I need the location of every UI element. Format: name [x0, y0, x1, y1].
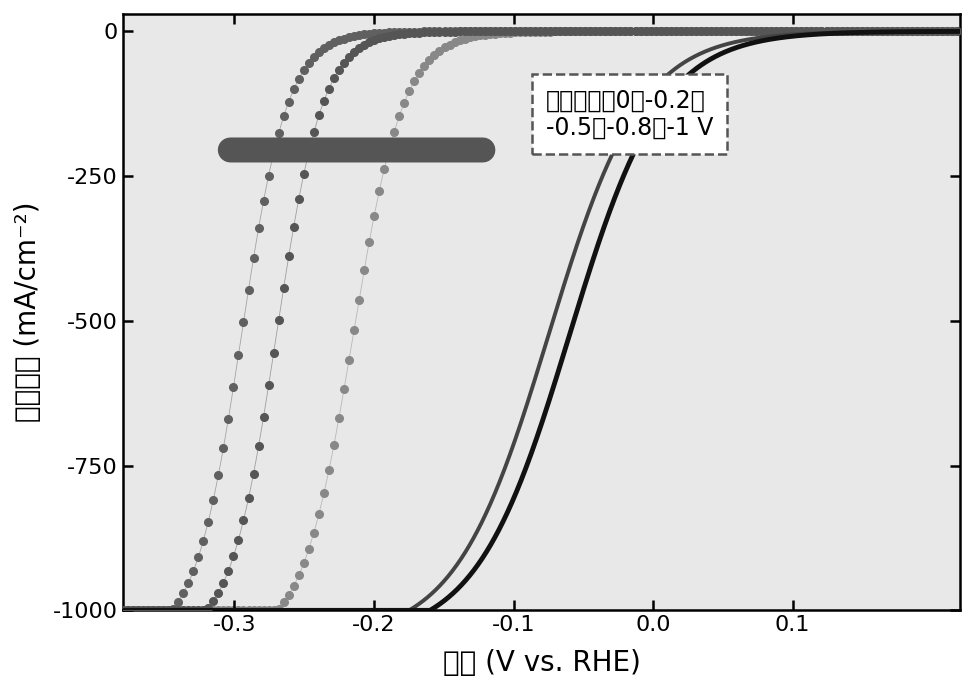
Y-axis label: 电流密度 (mA/cm⁻²): 电流密度 (mA/cm⁻²): [14, 202, 42, 422]
X-axis label: 电势 (V vs. RHE): 电势 (V vs. RHE): [442, 649, 641, 677]
Text: 背栊电压：0，-0.2，
-0.5，-0.8，-1 V: 背栊电压：0，-0.2， -0.5，-0.8，-1 V: [545, 88, 713, 140]
